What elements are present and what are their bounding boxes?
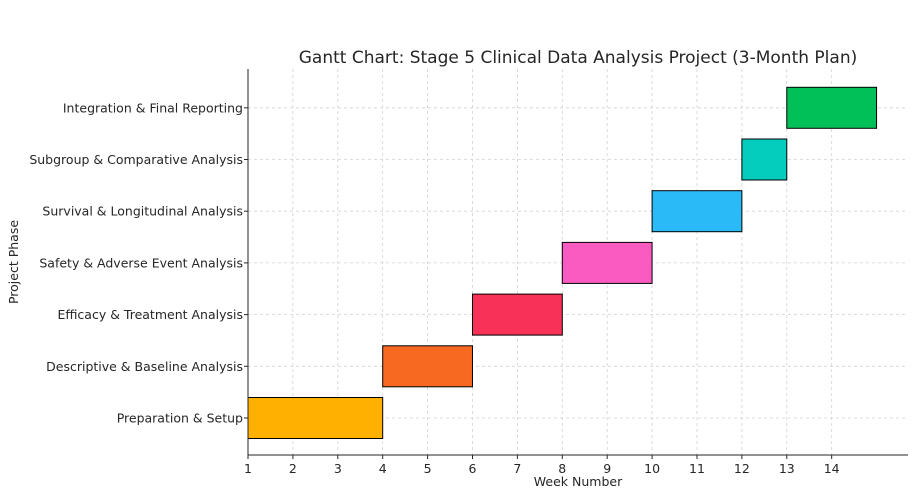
- task-bar: [561, 241, 653, 284]
- y-tick-label: Preparation & Setup: [117, 411, 243, 426]
- x-tick-label: 14: [824, 461, 840, 476]
- task-bar: [741, 138, 788, 181]
- y-axis-label: Project Phase: [6, 220, 21, 304]
- task-bar: [382, 345, 473, 388]
- y-tick-label: Efficacy & Treatment Analysis: [57, 307, 243, 322]
- x-tick-label: 1: [244, 461, 252, 476]
- x-tick-label: 8: [558, 461, 566, 476]
- x-tick-label: 5: [424, 461, 432, 476]
- x-tick-label: 7: [513, 461, 521, 476]
- x-tick-label: 6: [469, 461, 477, 476]
- x-tick-label: 10: [644, 461, 660, 476]
- x-tick-label: 13: [779, 461, 795, 476]
- x-tick-label: 3: [334, 461, 342, 476]
- task-bar: [247, 397, 384, 439]
- x-tick-label: 4: [379, 461, 387, 476]
- x-tick-label: 11: [689, 461, 705, 476]
- y-tick-label: Integration & Final Reporting: [63, 100, 243, 115]
- x-axis-label: Week Number: [534, 474, 623, 489]
- task-bar: [786, 86, 878, 129]
- task-bar: [651, 190, 743, 233]
- y-axis-labels: Preparation & Setup Descriptive & Baselin…: [29, 100, 248, 426]
- x-tick-label: 12: [734, 461, 750, 476]
- y-tick-label: Survival & Longitudinal Analysis: [42, 204, 243, 219]
- y-tick-label: Descriptive & Baseline Analysis: [46, 359, 243, 374]
- y-tick-label: Subgroup & Comparative Analysis: [29, 152, 243, 167]
- y-tick-label: Safety & Adverse Event Analysis: [39, 255, 243, 270]
- x-axis-ticks: 1 2 3 4 5 6 7 8 9 10 11 12 13 14: [244, 455, 840, 476]
- x-tick-label: 2: [289, 461, 297, 476]
- x-tick-label: 9: [603, 461, 611, 476]
- task-bar: [471, 293, 563, 336]
- chart-title: Gantt Chart: Stage 5 Clinical Data Analy…: [299, 48, 857, 68]
